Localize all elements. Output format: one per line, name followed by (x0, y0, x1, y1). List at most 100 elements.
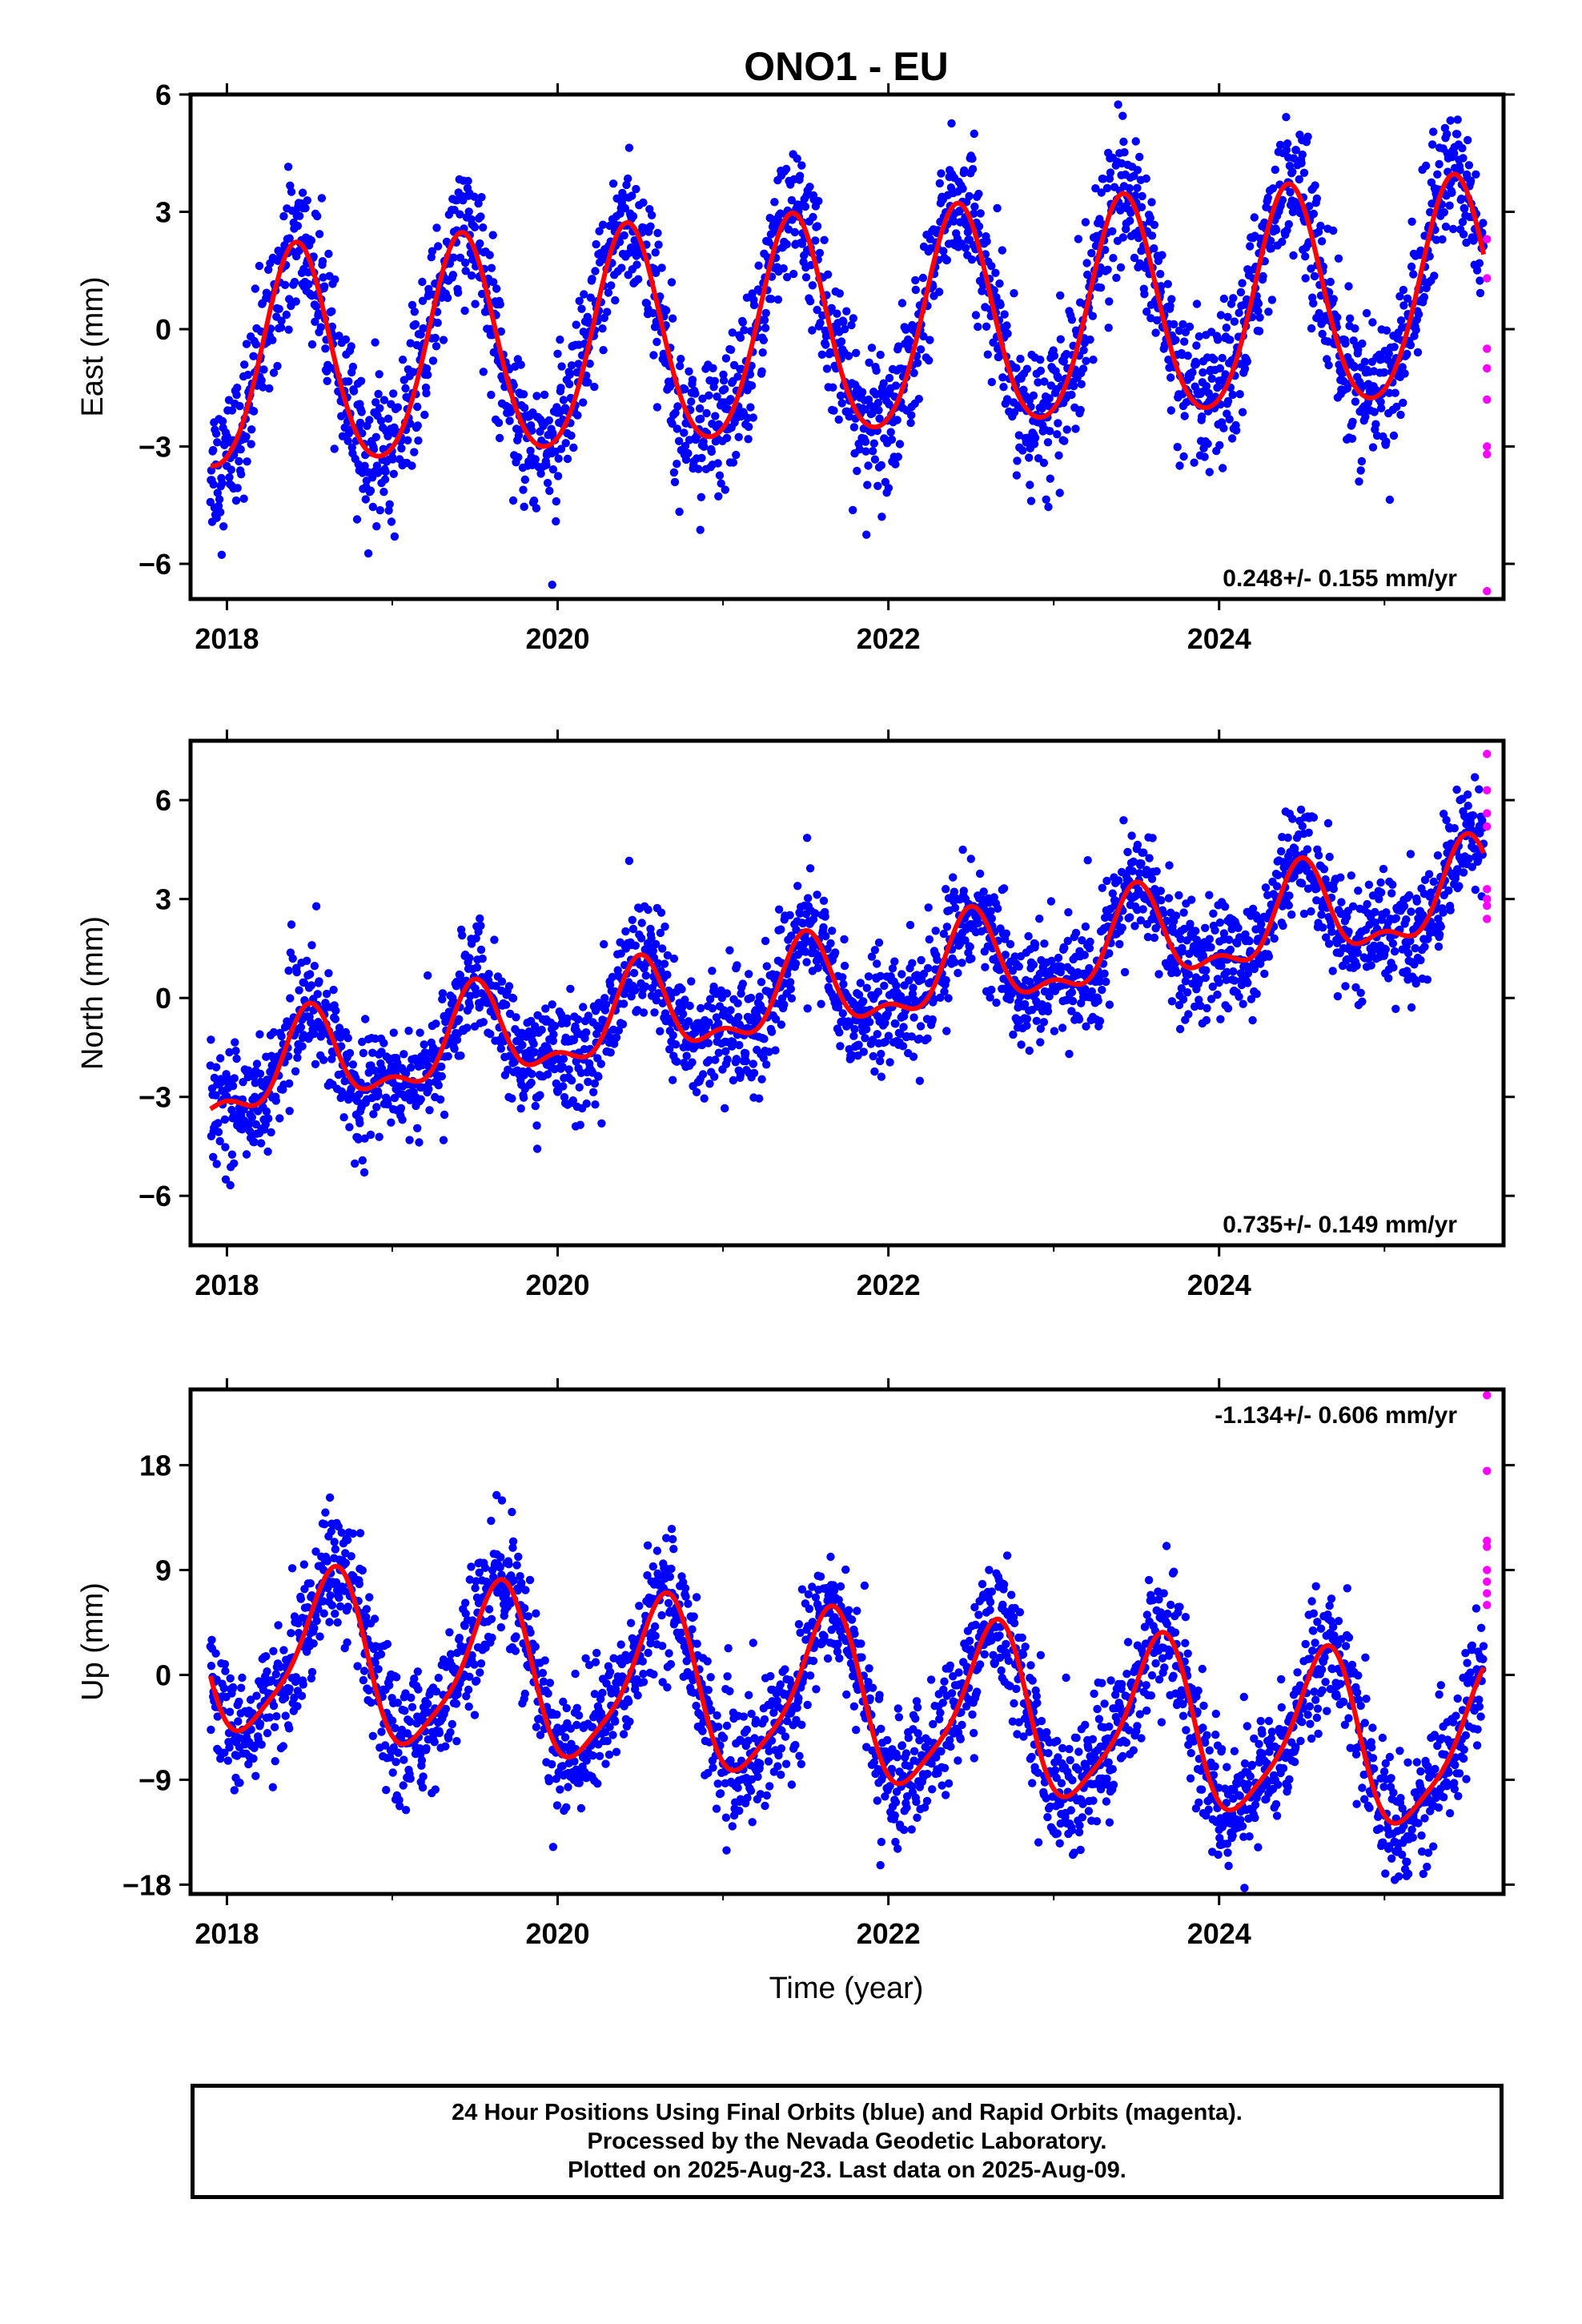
rapid-orbit-point (1483, 442, 1492, 451)
final-orbit-point (436, 1095, 445, 1104)
final-orbit-point (714, 1048, 723, 1057)
final-orbit-point (358, 1037, 367, 1047)
final-orbit-point (242, 340, 251, 348)
final-orbit-point (873, 987, 883, 996)
final-orbit-point (319, 273, 327, 282)
final-orbit-point (1309, 813, 1319, 822)
final-orbit-point (264, 1114, 273, 1123)
final-orbit-point (862, 1025, 871, 1034)
final-orbit-point (1098, 175, 1108, 183)
final-orbit-point (1275, 140, 1285, 150)
final-orbit-point (347, 1084, 355, 1093)
final-orbit-point (849, 314, 858, 323)
final-orbit-point (352, 515, 362, 524)
final-orbit-point (1076, 405, 1085, 415)
final-orbit-point (553, 472, 563, 480)
final-orbit-point (1016, 354, 1025, 364)
final-orbit-point (1042, 495, 1050, 504)
final-orbit-point (1147, 231, 1157, 240)
final-orbit-point (653, 959, 663, 968)
final-orbit-point (582, 1028, 591, 1037)
final-orbit-point (352, 1096, 362, 1105)
final-orbit-point (1081, 922, 1090, 931)
final-orbit-point (911, 275, 920, 285)
final-orbit-point (650, 1008, 659, 1017)
final-orbit-point (999, 884, 1009, 893)
final-orbit-point (632, 184, 640, 194)
final-orbit-point (1246, 242, 1255, 251)
final-orbit-point (765, 1047, 773, 1056)
final-orbit-point (700, 1094, 709, 1103)
final-orbit-point (1435, 930, 1444, 939)
final-orbit-point (897, 991, 905, 1001)
final-orbit-point (865, 1018, 874, 1027)
final-orbit-point (504, 982, 514, 991)
final-orbit-point (762, 962, 771, 971)
final-orbit-point (652, 403, 662, 412)
final-orbit-point (277, 1031, 286, 1041)
final-orbit-point (1222, 324, 1231, 332)
final-orbit-point (1399, 398, 1407, 408)
final-orbit-point (487, 263, 496, 272)
final-orbit-point (567, 1076, 576, 1085)
final-orbit-point (1425, 251, 1434, 261)
final-orbit-point (847, 320, 856, 330)
final-orbit-point (670, 477, 680, 487)
final-orbit-point (1176, 935, 1185, 943)
final-orbit-point (1156, 887, 1166, 895)
final-orbit-point (1067, 316, 1077, 324)
final-orbit-point (341, 335, 351, 344)
final-orbit-point (1002, 929, 1011, 938)
final-orbit-point (1445, 201, 1454, 210)
final-orbit-point (1074, 235, 1083, 243)
final-orbit-point (1278, 195, 1287, 204)
final-orbit-point (317, 194, 327, 203)
final-orbit-point (1251, 925, 1260, 934)
final-orbit-point (1074, 1015, 1084, 1024)
final-orbit-point (960, 166, 969, 175)
final-orbit-point (1319, 923, 1327, 932)
final-orbit-point (1082, 1022, 1090, 1031)
final-orbit-point (916, 345, 926, 354)
final-orbit-point (407, 1063, 416, 1072)
final-orbit-point (472, 963, 482, 972)
final-orbit-point (433, 318, 442, 328)
final-orbit-point (761, 308, 770, 318)
final-orbit-point (1020, 999, 1030, 1009)
final-orbit-point (251, 340, 261, 349)
final-orbit-point (722, 433, 732, 443)
final-orbit-point (1358, 997, 1367, 1007)
final-orbit-point (823, 270, 833, 279)
final-orbit-point (365, 416, 374, 424)
final-orbit-point (311, 902, 321, 911)
final-orbit-point (299, 978, 308, 987)
final-orbit-point (620, 990, 628, 999)
final-orbit-point (1422, 161, 1431, 171)
velocity-rate-label: 0.248+/- 0.155 mm/yr (1223, 565, 1457, 592)
final-orbit-point (1311, 181, 1319, 190)
final-orbit-point (1423, 975, 1432, 984)
final-orbit-point (897, 970, 906, 979)
final-orbit-point (1307, 907, 1315, 916)
final-orbit-point (1054, 953, 1063, 963)
final-orbit-point (355, 418, 365, 428)
final-orbit-point (786, 984, 795, 994)
final-orbit-point (880, 981, 889, 991)
final-orbit-point (1339, 376, 1348, 386)
final-orbit-point (1318, 329, 1327, 339)
final-orbit-point (1346, 314, 1355, 323)
final-orbit-point (1427, 199, 1436, 208)
final-orbit-point (209, 1152, 218, 1162)
final-orbit-point (345, 1123, 354, 1132)
final-orbit-point (1274, 870, 1283, 880)
final-orbit-point (628, 924, 638, 934)
final-orbit-point (733, 961, 741, 970)
final-orbit-point (1100, 969, 1109, 979)
final-orbit-point (1458, 143, 1467, 153)
final-orbit-point (532, 392, 541, 400)
final-orbit-point (915, 1076, 925, 1085)
final-orbit-point (786, 978, 795, 987)
final-orbit-point (1368, 318, 1377, 327)
final-orbit-point (225, 472, 234, 482)
final-orbit-point (557, 362, 566, 371)
